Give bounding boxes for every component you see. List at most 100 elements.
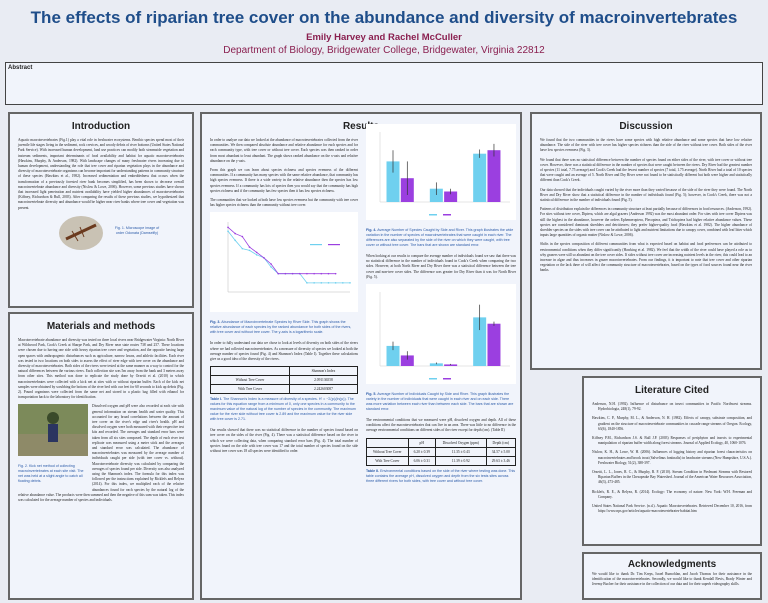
data-point [248, 246, 251, 249]
legend-swatch [429, 378, 437, 380]
data-point [241, 236, 244, 238]
acknowledgments-heading: Acknowledgments [627, 559, 717, 570]
series-line [227, 227, 336, 275]
bar [386, 161, 400, 202]
table-header: Depth (cm) [485, 437, 517, 448]
bar [400, 355, 414, 367]
data-point [255, 254, 258, 257]
reference-item: Kiffney P.M., Richardson J.S. & Bull J.P… [592, 436, 752, 446]
results-paragraph: The communities that we looked at both h… [210, 198, 358, 208]
fig3-label: Fig. 3. [210, 320, 221, 325]
literature-heading: Literature Cited [635, 385, 709, 396]
data-point [284, 273, 287, 275]
fig2-caption: Fig. 2. Kick net method of collecting ma… [18, 464, 84, 484]
data-point [320, 282, 323, 285]
legend-swatch [443, 214, 451, 216]
table-header: Shannon's Index [288, 366, 359, 377]
fig4-caption: Fig. 4. Average Number of Species Caught… [366, 228, 516, 248]
fig3-line-chart [210, 212, 358, 313]
cell: 6.20 ± 0.39 [407, 446, 436, 457]
fig4-label: Fig. 4. [366, 228, 377, 232]
reference-item: Hawkins, C. P., Murphy, M. L., & Anderso… [592, 416, 752, 431]
table-corner [210, 366, 290, 377]
data-point [327, 282, 330, 285]
bar [444, 191, 458, 202]
acknowledgments-section: Acknowledgments We would like to thank D… [582, 552, 762, 600]
poster-title: The effects of riparian tree cover on th… [30, 8, 738, 27]
table-row: Without Tree Cover 2.091136558 [210, 375, 359, 386]
authors: Emily Harvey and Rachel McCuller [306, 32, 462, 43]
data-point [241, 248, 244, 250]
results-paragraph: From this graph we can learn about speci… [210, 168, 358, 193]
bar [386, 345, 400, 367]
data-point [270, 266, 272, 269]
data-point [313, 273, 315, 275]
table-row: With Tree Cover 6.06 ± 0.31 11.39 ± 0.92 29… [366, 455, 517, 466]
results-heading: Results [342, 121, 380, 132]
fig5-text: Average Number of Individuals Caught by … [366, 392, 514, 412]
literature-section: Literature Cited Anderson, N.H. (1992). … [582, 376, 762, 546]
table1-text: The Shannon's Index is a measure of dive… [210, 397, 356, 422]
data-point [277, 273, 280, 275]
results-paragraph: In order to analyze our data we looked a… [210, 138, 358, 163]
table-row: Without Tree Cover 6.20 ± 0.39 11.35 ± 0.4… [366, 446, 517, 457]
legend-swatch [328, 244, 340, 246]
kick-net-photo [18, 404, 88, 457]
methods-paragraph-2: Dissolved oxygen and pH were also record… [18, 404, 184, 503]
table2-caption: Table II. Environmental conditions based… [366, 469, 516, 484]
cell: 6.06 ± 0.31 [407, 455, 436, 466]
data-point [313, 282, 315, 285]
bar [473, 153, 487, 202]
data-point [334, 282, 337, 285]
methods-paragraph: Macroinvertebrate abundance and diversit… [18, 338, 184, 400]
legend-swatch [310, 244, 322, 246]
fig3-text: Abundance of Macroinvertebrate Species b… [210, 320, 352, 335]
data-point [248, 250, 251, 252]
fig5-bar-chart [366, 284, 516, 385]
data-point [255, 252, 258, 254]
results-paragraph: When looking at our results to compare t… [366, 254, 516, 279]
abstract-heading: Abstract [8, 65, 33, 71]
damselfly-image [59, 215, 103, 250]
data-point [306, 282, 308, 285]
fig5-caption: Fig. 5. Average Number of Individuals Ca… [366, 392, 516, 412]
results-paragraph: In order to fully understand our data we… [210, 341, 358, 362]
legend-swatch [429, 214, 437, 216]
introduction-section: Introduction Aquatic macroinvertebrates … [8, 112, 194, 308]
fig5-label: Fig. 5. [366, 392, 377, 397]
reference-item: Anderson, N.H. (1992). Influence of dist… [592, 402, 752, 412]
table-header: pH [407, 437, 436, 448]
table1-caption: Table I. The Shannon's Index is a measur… [210, 397, 358, 422]
row-value: 2.091136558 [288, 375, 359, 386]
data-point [270, 263, 272, 266]
results-paragraph: The environmental conditions that we mea… [366, 418, 516, 433]
discussion-heading: Discussion [619, 121, 673, 132]
fig4-bar-chart [366, 124, 516, 220]
discussion-paragraph: We found that the two communities in the… [540, 138, 752, 153]
row-label: Without Tree Cover [366, 446, 409, 457]
reference-item: Ricklefs, R. E., & Relyea, R. (2014). Ec… [592, 489, 752, 499]
reference-item: United States National Park Service. (n.… [592, 504, 752, 514]
discussion-paragraph: Our data showed that the individuals cau… [540, 187, 752, 203]
discussion-paragraph: Patterns of distribution explain the dif… [540, 207, 752, 238]
intro-paragraph: Aquatic macroinvertebrates (Fig.1) play … [18, 138, 184, 210]
table-header: Dissolved Oxygen (ppm) [434, 437, 487, 448]
cell: 34.57 ± 5.00 [485, 446, 517, 457]
data-point [291, 273, 294, 275]
data-point [327, 273, 330, 275]
fig1-caption: Fig. 1. Microscope image of order Odonat… [114, 226, 160, 236]
acknowledgments-text: We would like to thank Dr. Tim Kreps, Is… [592, 572, 752, 587]
discussion-section: Discussion We found that the two communi… [530, 112, 762, 370]
cell: 11.35 ± 0.43 [434, 446, 487, 457]
discussion-paragraph: Shifts in the species composition of dif… [540, 242, 752, 273]
row-label: With Tree Cover [210, 384, 290, 395]
table-row: With Tree Cover 2.242603087 [210, 384, 359, 395]
data-point [334, 273, 337, 275]
abstract-section: Abstract [5, 62, 763, 105]
series-line [227, 231, 350, 284]
legend-swatch [443, 378, 451, 380]
row-label: Without Tree Cover [210, 375, 290, 386]
data-point [263, 257, 265, 260]
affiliation: Department of Biology, Bridgewater Colle… [223, 45, 545, 56]
methods-section: Materials and methods Macroinvertebrate … [8, 312, 194, 600]
